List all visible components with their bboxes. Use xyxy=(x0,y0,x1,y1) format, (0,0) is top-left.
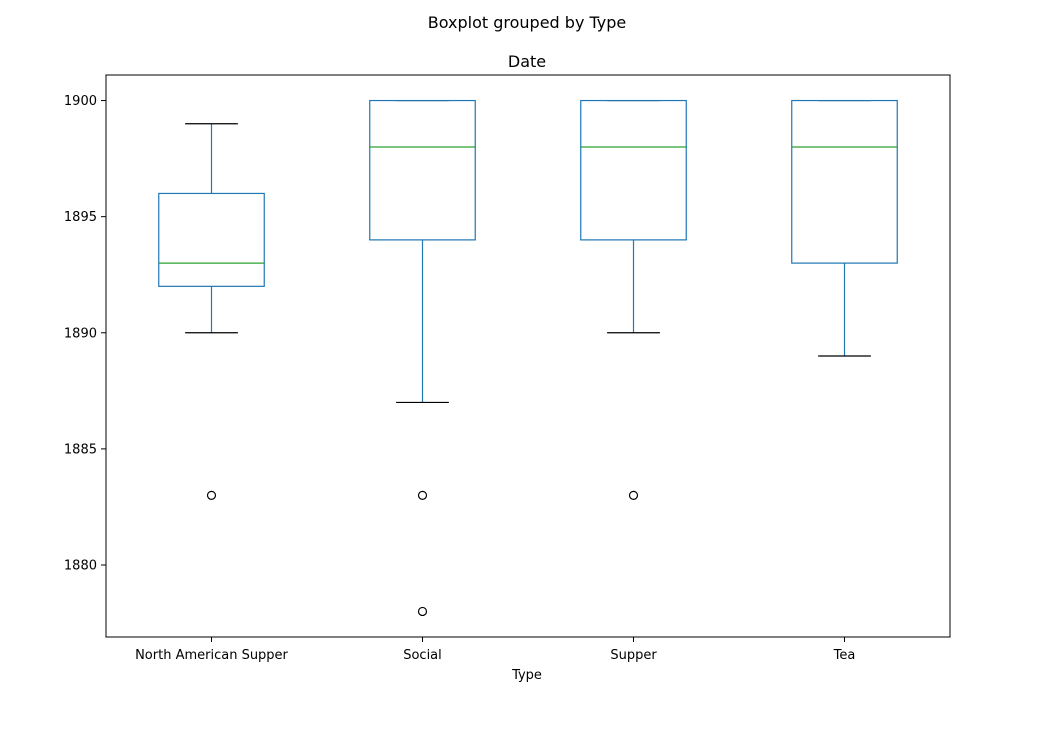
y-tick-label: 1890 xyxy=(64,326,97,341)
plot-area: 1880 1885 1890 1895 1900 North American Suppe… xyxy=(64,94,898,663)
outlier-point xyxy=(206,490,217,500)
box-iqr xyxy=(158,192,265,287)
chart-title: Date xyxy=(508,52,546,71)
axes-frame xyxy=(105,74,951,638)
box-iqr xyxy=(791,99,898,264)
y-tick-label: 1895 xyxy=(64,210,97,225)
x-tick-label: Social xyxy=(403,648,442,663)
x-tick-label: Tea xyxy=(833,648,856,663)
y-tick-label: 1900 xyxy=(64,94,97,109)
outlier-point xyxy=(417,606,428,617)
y-tick-label: 1880 xyxy=(64,559,97,574)
outlier-point xyxy=(628,490,639,500)
chart-suptitle: Boxplot grouped by Type xyxy=(428,13,627,32)
x-axis-label: Type xyxy=(511,668,542,683)
x-tick-label: North American Supper xyxy=(135,648,288,663)
outlier-point xyxy=(417,490,428,500)
box-iqr xyxy=(580,99,687,241)
x-tick-label: Supper xyxy=(610,648,657,663)
box-iqr xyxy=(369,99,476,241)
y-tick-label: 1885 xyxy=(64,442,97,457)
